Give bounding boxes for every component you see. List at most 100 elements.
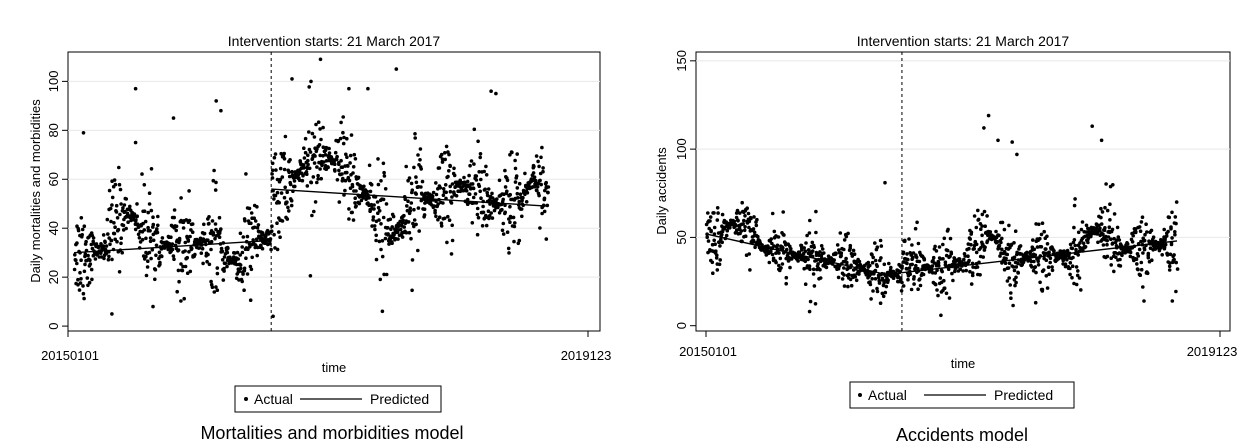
data-point: [154, 253, 158, 258]
data-point: [546, 185, 551, 189]
y-tick-label: 60: [46, 172, 61, 186]
data-point: [876, 275, 881, 280]
data-point: [784, 281, 788, 286]
data-point: [105, 217, 110, 222]
data-point: [503, 210, 508, 215]
data-point: [372, 224, 377, 228]
data-point: [246, 247, 250, 252]
data-point: [995, 239, 999, 244]
legend-actual-label: Actual: [868, 387, 907, 403]
data-point: [169, 235, 173, 239]
legend: Actual Predicted: [849, 381, 1075, 409]
data-point: [405, 204, 409, 208]
data-point: [377, 239, 382, 244]
data-point: [968, 269, 972, 274]
data-point: [414, 180, 419, 185]
data-point: [940, 269, 944, 274]
data-point: [187, 218, 192, 223]
data-point: [406, 199, 410, 203]
data-point: [213, 236, 217, 241]
data-point: [242, 266, 247, 271]
data-point: [1104, 182, 1108, 186]
data-point: [849, 283, 854, 288]
data-point: [106, 232, 110, 236]
data-point: [523, 171, 527, 176]
data-point: [190, 222, 195, 226]
data-point: [313, 154, 317, 158]
data-point: [307, 166, 312, 171]
data-point: [442, 216, 447, 221]
data-point: [414, 175, 418, 179]
data-point: [344, 152, 348, 157]
data-point: [970, 273, 975, 278]
data-point: [1118, 257, 1122, 262]
data-point: [144, 236, 148, 241]
data-point: [848, 246, 852, 250]
data-point: [367, 163, 372, 168]
data-point: [1007, 276, 1011, 280]
data-point: [1014, 265, 1019, 269]
data-point: [1046, 265, 1051, 270]
data-point-outlier: [1099, 138, 1104, 143]
data-point: [742, 228, 747, 233]
data-point: [811, 267, 816, 272]
data-point: [449, 201, 454, 205]
data-point: [719, 237, 723, 242]
data-point: [116, 227, 121, 232]
data-point: [1076, 230, 1081, 235]
data-point: [1137, 247, 1142, 252]
data-point: [142, 183, 147, 187]
data-point: [280, 175, 285, 179]
data-point: [333, 162, 337, 166]
data-point: [1080, 220, 1085, 224]
data-point: [376, 205, 381, 210]
data-point: [510, 150, 514, 155]
data-point: [272, 197, 276, 201]
data-point: [274, 168, 278, 172]
data-point: [356, 175, 361, 180]
data-point: [327, 146, 331, 151]
data-point: [982, 209, 987, 214]
data-point: [1172, 257, 1176, 262]
data-point: [968, 237, 972, 241]
data-point: [942, 286, 947, 291]
data-point: [462, 175, 466, 180]
data-point: [407, 176, 412, 180]
data-point: [974, 225, 979, 230]
data-point: [714, 249, 718, 253]
data-point: [365, 189, 370, 194]
data-point: [1103, 226, 1107, 230]
data-point: [512, 239, 516, 244]
data-point: [1072, 203, 1077, 208]
data-point: [136, 232, 141, 237]
data-point: [964, 268, 968, 273]
data-point: [870, 260, 875, 265]
data-point: [434, 214, 438, 219]
data-point: [200, 246, 205, 251]
data-point: [875, 245, 880, 249]
data-point: [148, 239, 153, 244]
data-point: [402, 225, 407, 229]
data-point: [1136, 254, 1141, 258]
data-point: [106, 257, 111, 262]
data-point: [335, 154, 339, 159]
data-point: [537, 193, 541, 198]
data-point: [1068, 266, 1072, 271]
data-point: [404, 164, 409, 169]
data-point: [476, 139, 480, 144]
data-point: [409, 236, 413, 241]
data-point: [1007, 261, 1012, 266]
data-point: [248, 245, 252, 249]
data-point: [147, 202, 152, 206]
data-point: [151, 222, 156, 227]
data-point: [480, 224, 485, 228]
data-point: [378, 277, 383, 282]
data-point: [413, 132, 417, 136]
data-point: [277, 230, 281, 234]
data-point: [114, 203, 119, 208]
data-point: [1142, 247, 1147, 252]
data-point: [715, 268, 720, 272]
data-point: [371, 218, 375, 222]
data-point: [1162, 227, 1166, 232]
data-point: [177, 279, 181, 284]
